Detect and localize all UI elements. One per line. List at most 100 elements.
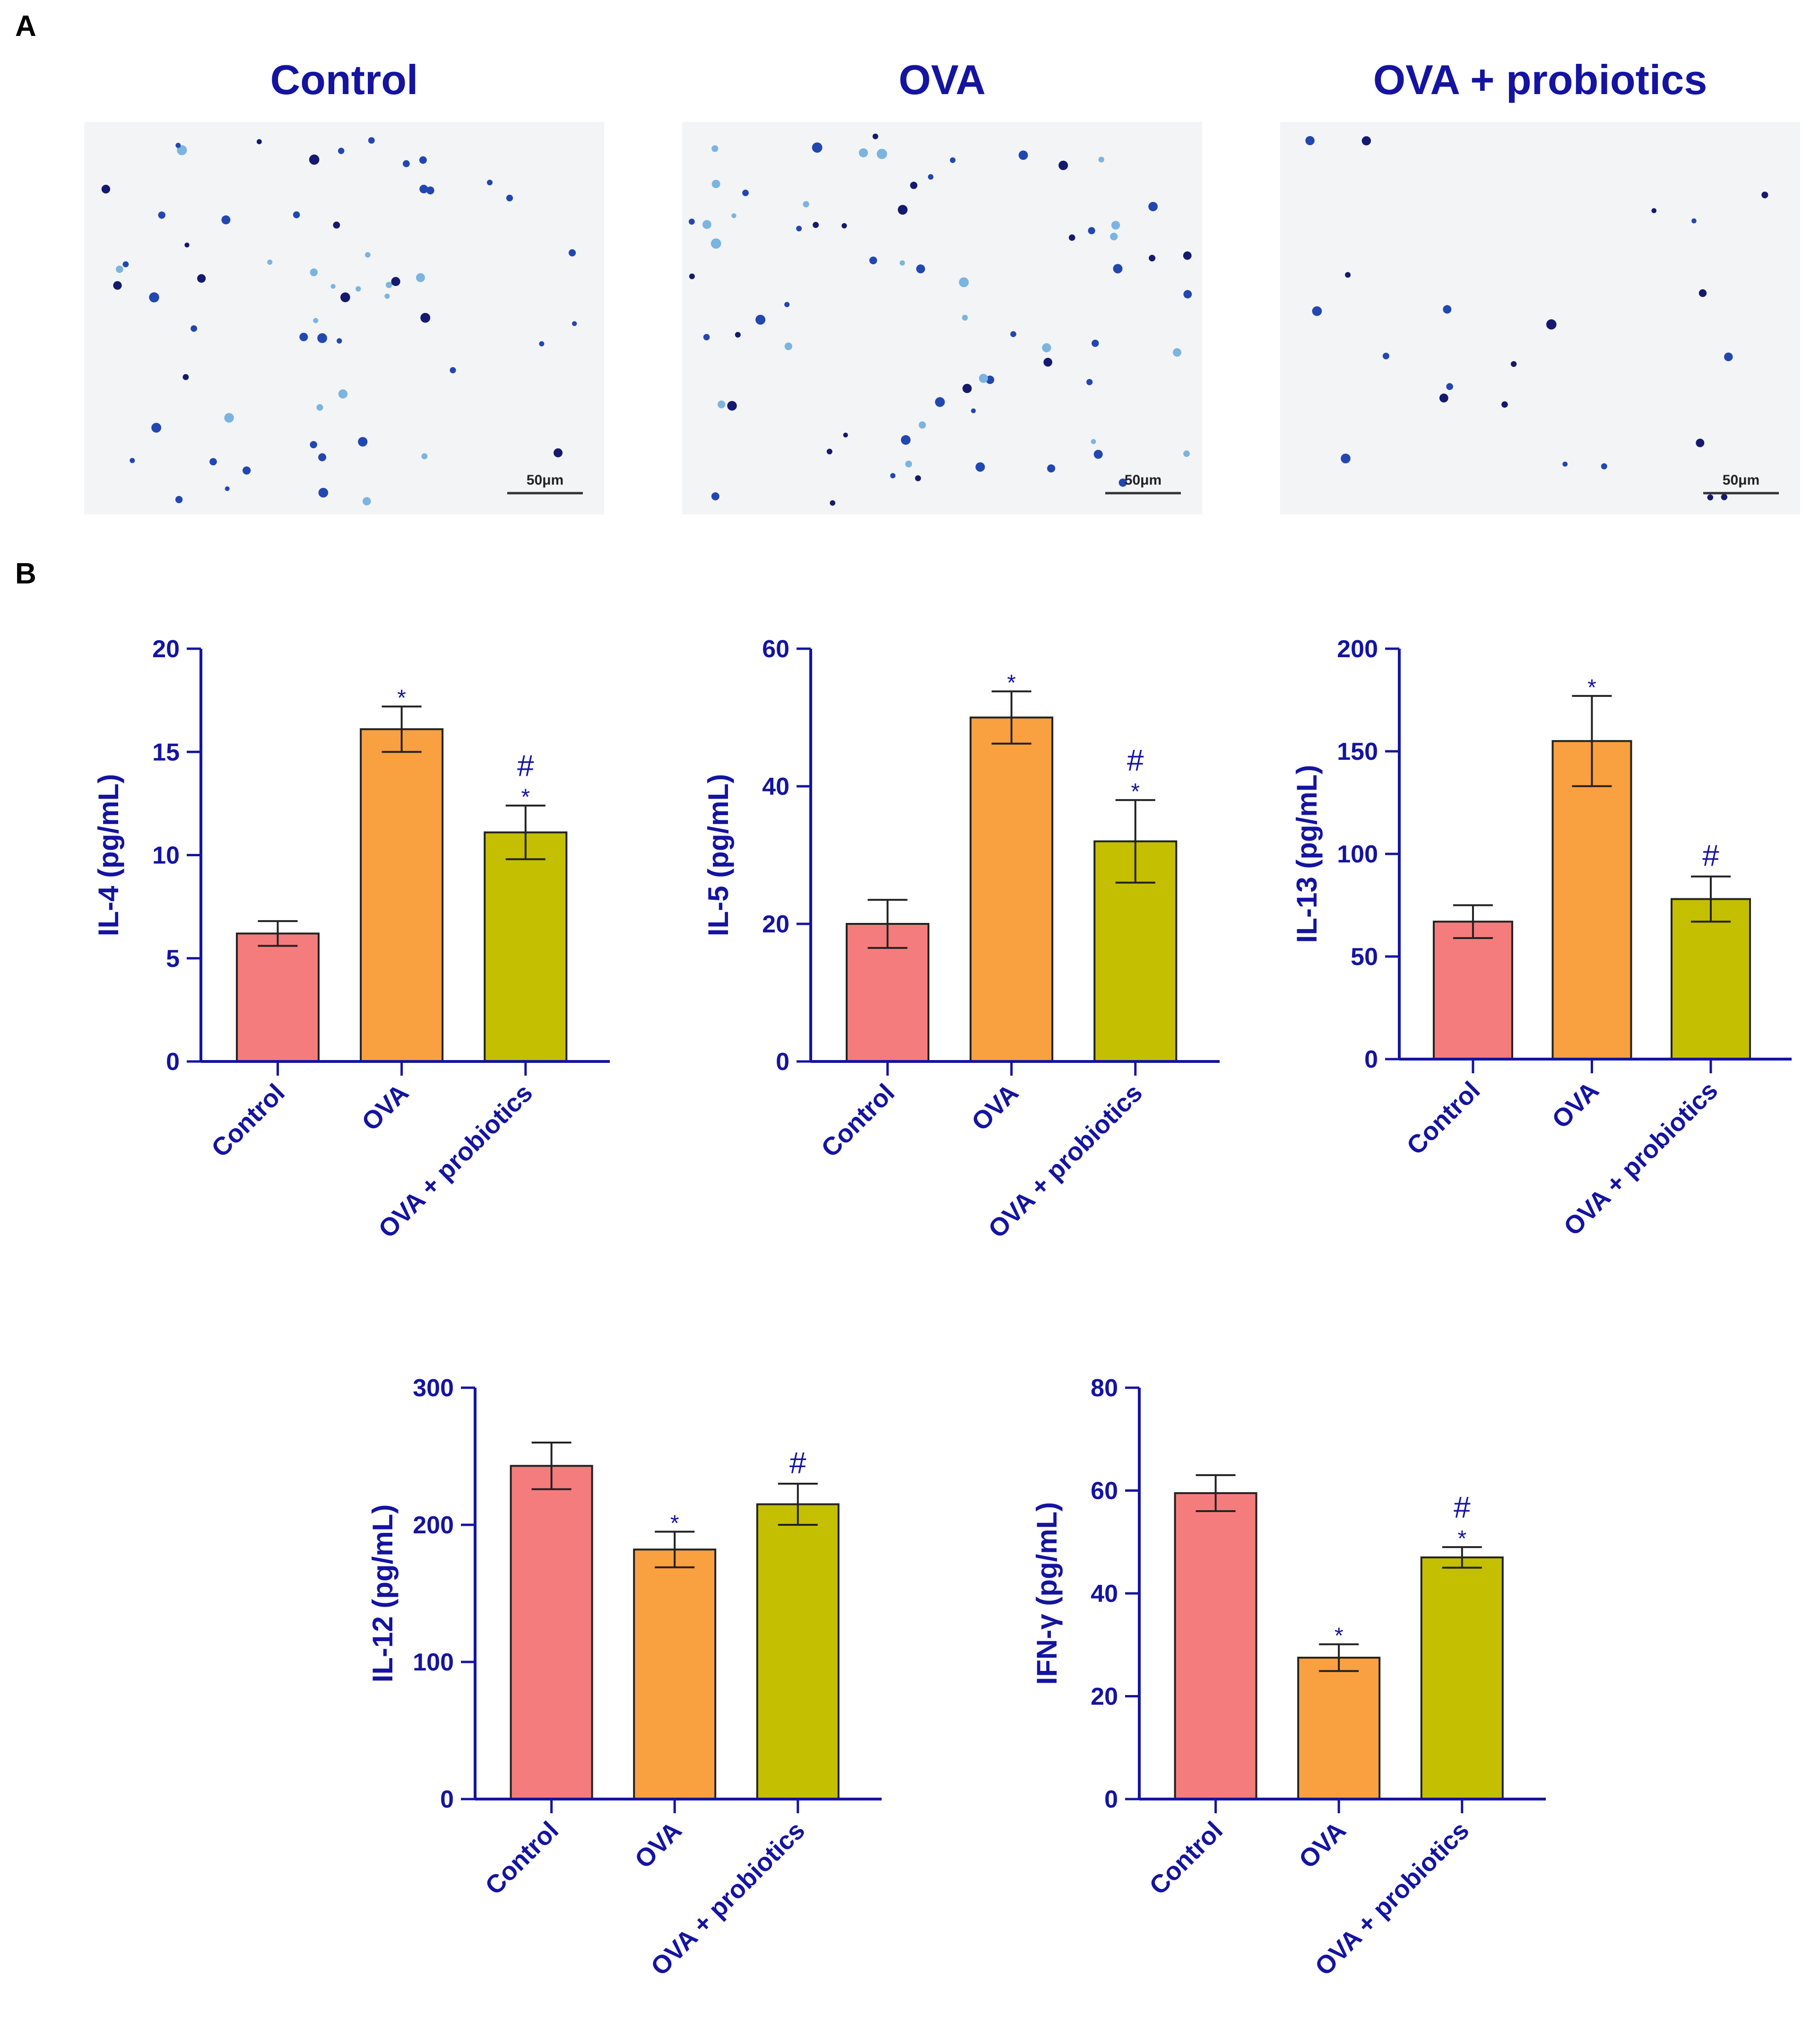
cell-dot <box>1761 191 1768 199</box>
cell-dot <box>358 437 368 447</box>
cell-dot <box>554 448 563 458</box>
cell-dot <box>858 148 868 157</box>
bar-control <box>236 932 320 1062</box>
cell-dot <box>365 252 371 258</box>
cell-dot <box>1345 272 1351 278</box>
cell-dot <box>221 215 231 225</box>
cell-dot <box>1118 478 1127 487</box>
cell-dot <box>363 497 371 505</box>
cell-dot <box>1183 251 1192 260</box>
panel-label-b: B <box>15 557 36 590</box>
chart-il-12-pg-ml: Control*OVA#OVA + probiotics0100200300IL… <box>367 1374 882 1981</box>
cell-dot <box>421 453 428 460</box>
cell-dot <box>813 222 819 228</box>
micrograph-ova-probiotics-cells <box>1305 136 1768 501</box>
bar-ova-probiotics <box>1420 1556 1504 1800</box>
cell-dot <box>419 184 428 193</box>
cell-dot <box>784 342 792 350</box>
cell-dot <box>426 186 434 195</box>
cell-dot <box>267 260 273 265</box>
micrograph-title-ova-probiotics: OVA + probiotics <box>1373 56 1707 103</box>
y-tick-label: 60 <box>1091 1478 1118 1505</box>
cell-dot <box>1091 439 1096 444</box>
cell-dot <box>1018 150 1028 160</box>
y-tick-label: 10 <box>152 842 180 870</box>
cell-dot <box>841 223 847 229</box>
error-bar-control <box>258 920 298 947</box>
cell-dot <box>1707 494 1714 501</box>
cell-dot <box>784 302 790 307</box>
cell-dot <box>416 273 425 282</box>
cell-dot <box>333 221 340 229</box>
bar-control <box>510 1465 593 1800</box>
x-tick-label-ova: OVA <box>629 1816 687 1874</box>
significance-hash: # <box>1454 1490 1471 1524</box>
cell-dot <box>1088 227 1095 235</box>
y-tick-label: 0 <box>440 1786 454 1813</box>
cell-dot <box>568 249 576 257</box>
cell-dot <box>950 157 956 163</box>
cell-dot <box>1111 221 1120 230</box>
cell-dot <box>1601 463 1607 470</box>
cell-dot <box>403 160 410 167</box>
cell-dot <box>812 142 823 153</box>
cell-dot <box>1098 157 1104 163</box>
bar-ova-probiotics <box>484 831 568 1062</box>
cell-dot <box>368 137 375 144</box>
cell-dot <box>919 421 926 429</box>
bar-ova-probiotics <box>756 1503 840 1800</box>
error-bar-ova-probiotics <box>778 1483 818 1526</box>
cell-dot <box>689 273 695 279</box>
cell-dot <box>318 453 327 461</box>
cell-dot <box>337 338 342 344</box>
y-tick-label: 0 <box>166 1048 180 1076</box>
cell-dot <box>1443 305 1452 314</box>
y-tick-label: 150 <box>1337 738 1378 765</box>
cell-dot <box>340 292 350 303</box>
cell-dot <box>1721 494 1727 500</box>
cell-dot <box>384 294 390 299</box>
micrograph-control: 50μm <box>84 122 604 514</box>
y-tick-label: 15 <box>152 739 180 766</box>
significance-star: * <box>1131 779 1140 804</box>
cell-dot <box>962 383 972 393</box>
cell-dot <box>1446 383 1453 390</box>
bar-ova <box>970 716 1054 1062</box>
cell-dot <box>1724 352 1733 361</box>
error-bar-ova-probiotics <box>1690 875 1731 923</box>
cell-dot <box>1510 361 1517 367</box>
cell-dot <box>731 213 737 218</box>
cell-dot <box>506 194 513 201</box>
cell-dot <box>158 211 165 219</box>
cell-dot <box>1010 331 1016 337</box>
error-bar-ova-probiotics <box>1115 799 1155 884</box>
cell-dot <box>572 321 577 326</box>
cell-dot <box>330 284 336 289</box>
x-tick-label-control: Control <box>1144 1816 1228 1900</box>
micrograph-control-cells <box>101 137 577 505</box>
cell-dot <box>803 201 809 208</box>
cell-dot <box>1305 136 1315 146</box>
cell-dot <box>313 318 319 323</box>
cell-dot <box>209 458 217 466</box>
significance-hash: # <box>1127 743 1144 777</box>
error-bar-ova <box>381 705 422 753</box>
error-bar-control <box>1196 1474 1236 1512</box>
scale-bar-label: 50μm <box>1723 472 1759 488</box>
cell-dot <box>711 180 720 188</box>
x-tick-label-control: Control <box>816 1078 900 1163</box>
cell-dot <box>1312 306 1322 316</box>
y-tick-label: 0 <box>1364 1046 1378 1073</box>
cell-dot <box>310 441 317 449</box>
y-tick-label: 60 <box>762 635 789 663</box>
y-tick-label: 40 <box>1091 1580 1118 1608</box>
cell-dot <box>711 145 719 152</box>
error-bar-ova <box>655 1531 695 1568</box>
y-tick-label: 200 <box>1337 635 1378 663</box>
cell-dot <box>1173 348 1181 357</box>
y-tick-label: 20 <box>152 635 180 663</box>
cell-dot <box>225 486 230 491</box>
scale-bar: 50μm <box>1703 472 1779 495</box>
cell-dot <box>257 139 262 145</box>
